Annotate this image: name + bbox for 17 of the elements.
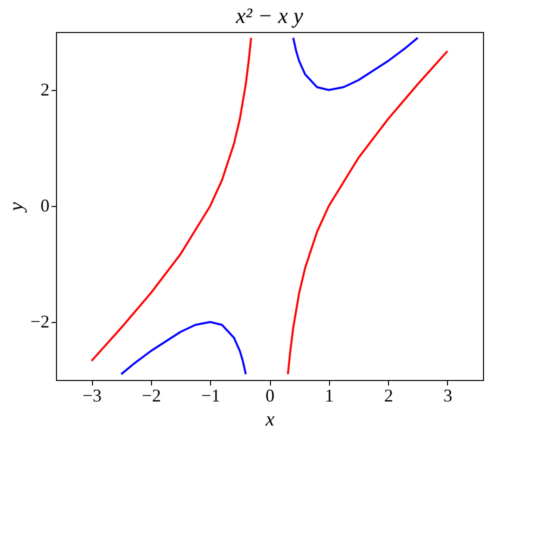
x-tick-label: 1	[324, 386, 334, 406]
x-tick-label: 0	[266, 386, 274, 406]
y-axis-title: y	[5, 202, 28, 213]
x-tick-label: 3	[443, 386, 452, 406]
line-series	[286, 50, 448, 376]
x-tick-label: −3	[82, 386, 102, 406]
line-series	[90, 36, 252, 362]
x-tick-label: 2	[384, 386, 394, 406]
x-tick-label: −2	[142, 386, 161, 406]
line-series	[292, 36, 419, 91]
x-axis-title: x	[264, 408, 275, 430]
x-tick-label: −1	[201, 386, 220, 406]
y-tick-label: 0	[40, 196, 50, 216]
chart-title: x² − x y	[234, 3, 304, 28]
y-tick-label: 2	[40, 80, 50, 100]
y-tick-label: −2	[30, 312, 50, 332]
line-series	[120, 321, 247, 376]
